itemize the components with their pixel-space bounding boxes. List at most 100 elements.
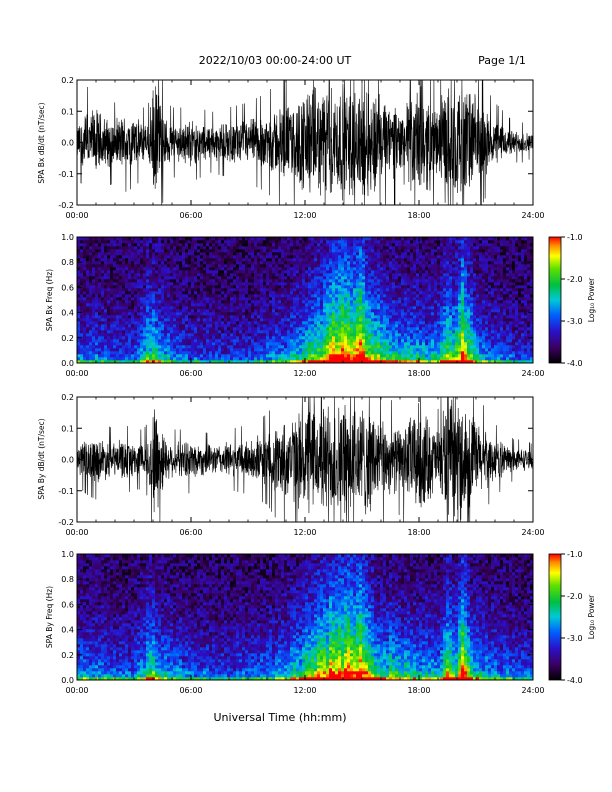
spectrogram-cell	[170, 312, 174, 316]
spectrogram-cell	[293, 249, 297, 253]
spectrogram-cell	[212, 294, 216, 298]
spectrogram-cell	[407, 285, 411, 289]
spectrogram-cell	[407, 291, 411, 295]
spectrogram-cell	[239, 309, 243, 313]
spectrogram-cell	[137, 342, 141, 346]
spectrogram-cell	[341, 285, 345, 289]
spectrogram-cell	[344, 246, 348, 250]
spectrogram-cell	[245, 267, 249, 271]
spectrogram-cell	[299, 243, 303, 247]
spectrogram-cell	[233, 360, 237, 364]
spectrogram-cell	[329, 345, 333, 349]
spectrogram-cell	[110, 312, 114, 316]
spectrogram-cell	[308, 336, 312, 340]
spectrogram-cell	[266, 336, 270, 340]
spectrogram-cell	[107, 261, 111, 265]
spectrogram-cell	[389, 351, 393, 355]
spectrogram-cell	[407, 330, 411, 334]
spectrogram-cell	[206, 342, 210, 346]
spectrogram-cell	[209, 240, 213, 244]
spectrogram-cell	[179, 318, 183, 322]
spectrogram-cell	[338, 318, 342, 322]
spectrogram-cell	[413, 282, 417, 286]
spectrogram-cell	[326, 348, 330, 352]
spectrogram-cell	[356, 252, 360, 256]
spectrogram-cell	[185, 360, 189, 364]
spectrogram-cell	[191, 321, 195, 325]
spectrogram-cell	[128, 243, 132, 247]
spectrogram-cell	[368, 315, 372, 319]
spectrogram-cell	[398, 297, 402, 301]
spectrogram-cell	[251, 303, 255, 307]
spectrogram-cell	[137, 282, 141, 286]
spectrogram-cell	[221, 327, 225, 331]
spectrogram-cell	[371, 264, 375, 268]
bx-spectrogram-image	[77, 237, 534, 364]
spectrogram-cell	[428, 360, 432, 364]
spectrogram-cell	[353, 258, 357, 262]
spectrogram-cell	[221, 321, 225, 325]
spectrogram-cell	[110, 291, 114, 295]
spectrogram-cell	[353, 327, 357, 331]
spectrogram-cell	[149, 339, 153, 343]
spectrogram-cell	[233, 339, 237, 343]
spectrogram-cell	[248, 282, 252, 286]
spectrogram-cell	[95, 243, 99, 247]
spectrogram-cell	[146, 330, 150, 334]
spectrogram-cell	[131, 282, 135, 286]
spectrogram-cell	[263, 246, 267, 250]
spectrogram-cell	[236, 321, 240, 325]
spectrogram-cell	[323, 243, 327, 247]
spectrogram-cell	[332, 333, 336, 337]
spectrogram-cell	[413, 339, 417, 343]
spectrogram-cell	[362, 246, 366, 250]
spectrogram-cell	[242, 255, 246, 259]
spectrogram-cell	[197, 330, 201, 334]
spectrogram-cell	[275, 279, 279, 283]
spectrogram-cell	[86, 327, 90, 331]
spectrogram-cell	[170, 240, 174, 244]
spectrogram-cell	[284, 282, 288, 286]
spectrogram-cell	[203, 324, 207, 328]
spectrogram-cell	[287, 252, 291, 256]
spectrogram-cell	[89, 315, 93, 319]
spectrogram-cell	[392, 315, 396, 319]
spectrogram-cell	[302, 303, 306, 307]
spectrogram-cell	[131, 339, 135, 343]
spectrogram-cell	[206, 357, 210, 361]
spectrogram-cell	[170, 300, 174, 304]
spectrogram-cell	[347, 318, 351, 322]
spectrogram-cell	[272, 273, 276, 277]
spectrogram-cell	[89, 237, 93, 241]
spectrogram-cell	[317, 354, 321, 358]
spectrogram-cell	[362, 252, 366, 256]
spectrogram-cell	[125, 237, 129, 241]
spectrogram-cell	[275, 282, 279, 286]
spectrogram-cell	[302, 315, 306, 319]
spectrogram-cell	[386, 336, 390, 340]
spectrogram-cell	[335, 327, 339, 331]
spectrogram-cell	[179, 303, 183, 307]
spectrogram-cell	[317, 348, 321, 352]
spectrogram-cell	[326, 246, 330, 250]
spectrogram-cell	[170, 276, 174, 280]
spectrogram-cell	[194, 264, 198, 268]
spectrogram-cell	[221, 348, 225, 352]
spectrogram-cell	[146, 276, 150, 280]
spectrogram-cell	[83, 348, 87, 352]
spectrogram-cell	[368, 252, 372, 256]
spectrogram-cell	[233, 252, 237, 256]
spectrogram-cell	[170, 333, 174, 337]
spectrogram-cell	[77, 339, 81, 343]
spectrogram-cell	[128, 279, 132, 283]
spectrogram-cell	[194, 345, 198, 349]
spectrogram-cell	[368, 312, 372, 316]
spectrogram-cell	[293, 360, 297, 364]
spectrogram-cell	[107, 249, 111, 253]
spectrogram-cell	[155, 357, 159, 361]
spectrogram-cell	[332, 348, 336, 352]
spectrogram-cell	[125, 348, 129, 352]
spectrogram-cell	[299, 291, 303, 295]
spectrogram-cell	[167, 345, 171, 349]
spectrogram-cell	[116, 285, 120, 289]
